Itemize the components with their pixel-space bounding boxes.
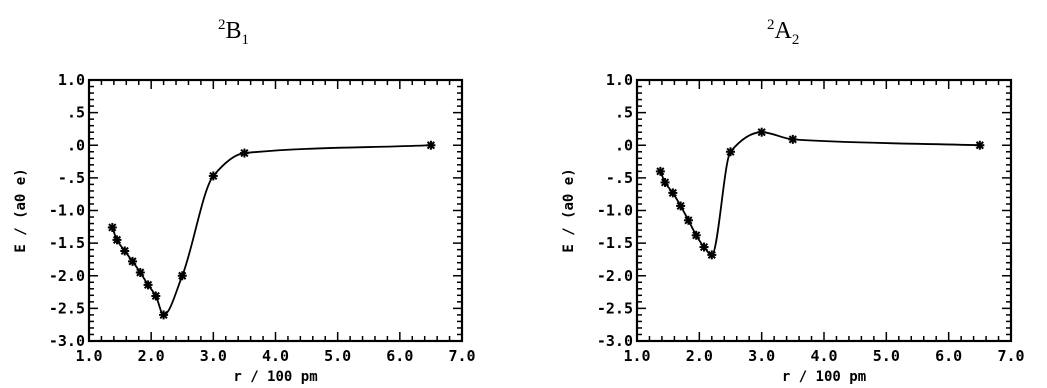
data-point [660, 177, 670, 187]
y-axis-label: E / (a0 e) [561, 168, 577, 252]
data-point [120, 246, 130, 256]
data-point [707, 250, 717, 260]
data-point [426, 140, 436, 150]
data-point [177, 271, 187, 281]
data-point [676, 201, 686, 211]
y-tick-label: -3.0 [49, 332, 85, 350]
x-tick-label: 5.0 [324, 347, 351, 365]
x-axis-label: r / 100 pm [782, 369, 866, 385]
x-tick-label: 3.0 [200, 347, 227, 365]
series-line [111, 144, 431, 316]
y-tick-label: 1.0 [58, 71, 85, 89]
x-tick-label: 3.0 [748, 347, 775, 365]
series-line [659, 131, 980, 256]
data-point [143, 280, 153, 290]
data-point [668, 188, 678, 198]
data-point [691, 230, 701, 240]
x-tick-label: 1.0 [623, 347, 650, 365]
x-tick-label: 6.0 [935, 347, 962, 365]
panel-b1: 2B1 1.0 2.0 3.0 4.0 5.0 6.0 7.0 1.0 .5 .0 -.5 -1.0 -… [13, 17, 476, 385]
panel-title-a2: 2A2 [767, 17, 799, 48]
data-point [683, 215, 693, 225]
x-tick-label: 7.0 [997, 347, 1024, 365]
y-tick-label: -.5 [606, 169, 633, 187]
x-tick-label: 7.0 [448, 347, 475, 365]
x-tick-label: 2.0 [686, 347, 713, 365]
data-point [655, 166, 665, 176]
data-point [107, 222, 117, 232]
y-axis-label: E / (a0 e) [13, 168, 29, 252]
data-point [128, 256, 138, 266]
y-tick-label: -2.5 [49, 299, 85, 317]
data-point [135, 267, 145, 277]
y-tick-label: .5 [615, 104, 633, 122]
y-tick-label: -.5 [58, 169, 85, 187]
data-point [159, 310, 169, 320]
data-point [788, 134, 798, 144]
data-point [208, 171, 218, 181]
x-axis-label: r / 100 pm [233, 369, 317, 385]
y-tick-label: .0 [615, 136, 633, 154]
panel-a2: 2A2 1.0 2.0 3.0 4.0 5.0 6.0 7.0 1.0 .5 .0 -.5 -1.0 -… [561, 17, 1025, 385]
plot-frame [87, 78, 464, 343]
plot-area-b1: 1.0 2.0 3.0 4.0 5.0 6.0 7.0 1.0 .5 .0 -.5 -1.0 -1.5 -… [13, 71, 476, 385]
x-tick-label: 2.0 [138, 347, 165, 365]
panel-title-b1: 2B1 [218, 17, 249, 48]
x-tick-label: 4.0 [810, 347, 837, 365]
y-tick-label: -2.5 [597, 299, 633, 317]
data-point [699, 242, 709, 252]
data-point [239, 148, 249, 158]
x-tick-label: 4.0 [262, 347, 289, 365]
plot-area-a2: 1.0 2.0 3.0 4.0 5.0 6.0 7.0 1.0 .5 .0 -.5 -1.0 -1.5 -… [561, 71, 1025, 385]
y-tick-label: -2.0 [49, 267, 85, 285]
x-tick-label: 1.0 [75, 347, 102, 365]
y-tick-label: -2.0 [597, 267, 633, 285]
data-point [151, 291, 161, 301]
data-point [726, 147, 735, 157]
data-point [112, 235, 122, 245]
y-tick-label: -1.5 [597, 234, 633, 252]
x-tick-label: 6.0 [386, 347, 413, 365]
plot-frame [635, 78, 1013, 343]
data-point [975, 140, 985, 150]
y-tick-label: -3.0 [597, 332, 633, 350]
y-tick-label: -1.5 [49, 234, 85, 252]
y-tick-label: -1.0 [49, 202, 85, 220]
y-tick-label: .0 [67, 136, 85, 154]
y-tick-label: 1.0 [606, 71, 633, 89]
y-tick-label: -1.0 [597, 202, 633, 220]
y-tick-label: .5 [67, 104, 85, 122]
x-tick-label: 5.0 [873, 347, 900, 365]
data-point [757, 127, 767, 137]
